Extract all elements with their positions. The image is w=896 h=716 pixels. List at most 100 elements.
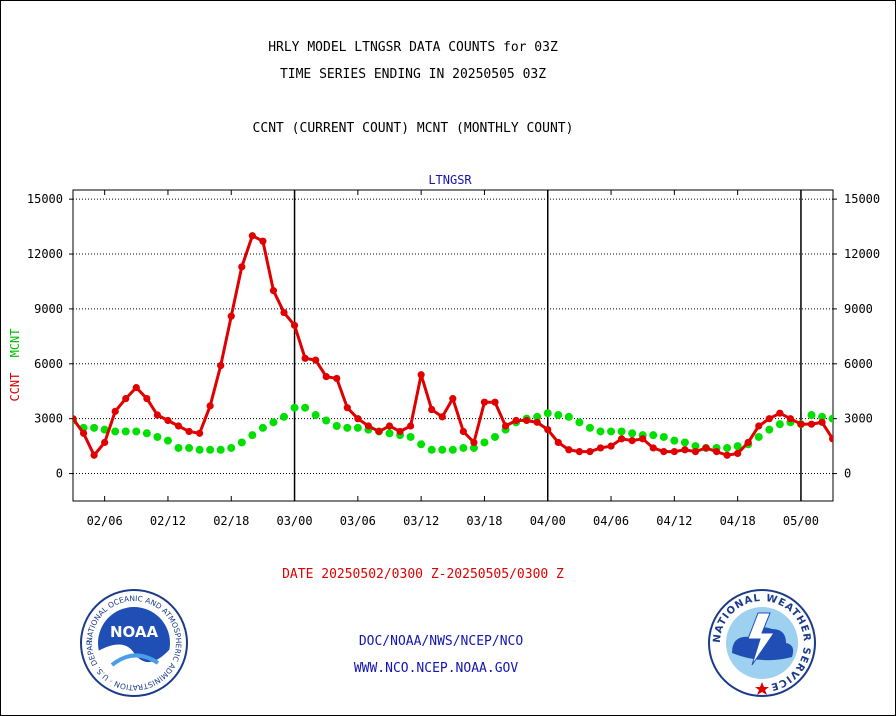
y-tick-label-left: 15000 xyxy=(27,192,63,206)
data-point-mcnt xyxy=(765,425,774,434)
data-point-ccnt xyxy=(765,415,773,423)
data-point-mcnt xyxy=(301,403,310,412)
y-tick-label-left: 6000 xyxy=(34,357,63,371)
x-tick-label: 03/00 xyxy=(276,514,312,528)
data-point-mcnt xyxy=(280,412,288,421)
y-tick-label-right: 6000 xyxy=(844,357,873,371)
data-point-mcnt xyxy=(153,432,162,441)
data-point-mcnt xyxy=(659,432,668,441)
data-point-ccnt xyxy=(491,398,499,406)
data-point-mcnt xyxy=(132,427,141,436)
x-axis-label: DATE 20250502/0300 Z-20250505/0300 Z xyxy=(282,567,564,582)
plot-title: LTNGSR xyxy=(428,173,472,187)
data-point-mcnt xyxy=(543,409,552,418)
x-tick-label: 03/18 xyxy=(466,514,502,528)
data-point-ccnt xyxy=(122,394,130,403)
data-point-mcnt xyxy=(818,412,827,421)
data-point-mcnt xyxy=(385,429,394,438)
data-point-ccnt xyxy=(164,416,172,425)
data-point-mcnt xyxy=(174,443,183,452)
data-point-ccnt xyxy=(523,416,531,425)
data-point-ccnt xyxy=(681,446,689,454)
series-line-ccnt xyxy=(73,233,833,459)
data-point-mcnt xyxy=(596,427,605,436)
data-point-mcnt xyxy=(564,412,573,421)
data-point-ccnt xyxy=(459,427,467,436)
y-tick-label-right: 3000 xyxy=(844,412,873,426)
data-point-ccnt xyxy=(840,444,847,451)
data-point-mcnt xyxy=(322,416,331,425)
x-tick-label: 02/12 xyxy=(150,514,186,528)
plot-area-border xyxy=(72,189,834,502)
data-point-mcnt xyxy=(554,411,563,420)
data-point-mcnt xyxy=(670,436,679,445)
data-point-ccnt xyxy=(596,444,605,452)
data-point-mcnt xyxy=(100,425,109,434)
data-point-ccnt xyxy=(533,418,541,426)
data-point-mcnt xyxy=(90,423,99,432)
data-point-ccnt xyxy=(807,420,816,428)
data-point-ccnt xyxy=(417,371,425,379)
data-point-mcnt xyxy=(227,443,236,452)
data-point-mcnt xyxy=(828,414,833,423)
x-tick-label: 02/06 xyxy=(87,514,123,528)
data-point-ccnt xyxy=(428,405,436,414)
x-tick-label: 04/12 xyxy=(656,514,692,528)
data-point-ccnt xyxy=(280,308,288,317)
data-point-ccnt xyxy=(396,427,404,436)
data-point-mcnt xyxy=(617,427,626,436)
data-point-ccnt xyxy=(702,444,710,452)
data-point-mcnt xyxy=(121,427,130,436)
data-point-ccnt xyxy=(639,435,647,443)
data-point-ccnt xyxy=(797,420,805,428)
data-point-ccnt xyxy=(73,415,77,423)
data-point-ccnt xyxy=(734,449,742,458)
data-point-mcnt xyxy=(585,423,594,432)
x-tick-label: 04/06 xyxy=(593,514,629,528)
data-point-ccnt xyxy=(565,446,573,454)
data-point-ccnt xyxy=(691,448,700,456)
x-tick-label: 04/18 xyxy=(720,514,756,528)
data-point-ccnt xyxy=(312,356,320,364)
data-point-ccnt xyxy=(79,429,88,437)
data-point-mcnt xyxy=(237,438,246,447)
data-point-ccnt xyxy=(649,444,657,452)
data-point-ccnt xyxy=(290,321,299,329)
data-point-ccnt xyxy=(607,442,615,450)
data-point-mcnt xyxy=(111,427,120,436)
data-point-mcnt xyxy=(332,421,341,430)
data-point-mcnt xyxy=(480,438,489,447)
noaa-logo-text: NOAA xyxy=(110,623,159,641)
y-tick-label-right: 15000 xyxy=(844,192,880,206)
data-point-ccnt xyxy=(744,438,752,447)
data-point-ccnt xyxy=(206,402,214,410)
data-point-ccnt xyxy=(480,398,489,406)
data-point-ccnt xyxy=(670,448,678,456)
data-point-mcnt xyxy=(206,445,215,454)
data-point-mcnt xyxy=(195,445,204,454)
footer-link-www[interactable]: WWW.NCO.NCEP.NOAA.GOV xyxy=(354,661,519,676)
data-point-mcnt xyxy=(575,418,584,427)
data-point-ccnt xyxy=(470,438,478,447)
data-point-mcnt xyxy=(733,442,742,451)
data-point-ccnt xyxy=(755,422,763,430)
data-point-ccnt xyxy=(575,448,584,456)
data-point-mcnt xyxy=(649,431,658,440)
noaa-logo[interactable]: NOAA NATIONAL OCEANIC AND ATMOSPHERIC AD… xyxy=(80,589,188,697)
data-point-ccnt xyxy=(101,438,109,447)
chart-title-line2: TIME SERIES ENDING IN 20250505 03Z xyxy=(280,67,546,82)
footer-link-doc[interactable]: DOC/NOAA/NWS/NCEP/NCO xyxy=(359,634,524,649)
data-point-ccnt xyxy=(375,427,383,436)
data-point-mcnt xyxy=(469,443,478,452)
data-point-ccnt xyxy=(333,374,341,383)
data-point-ccnt xyxy=(259,237,267,245)
nws-logo[interactable]: NATIONAL WEATHER SERVICE xyxy=(708,589,816,697)
svg-text:CCNT MCNT: CCNT MCNT xyxy=(8,328,22,401)
y-tick-label-left: 9000 xyxy=(34,302,63,316)
data-point-ccnt xyxy=(618,435,626,443)
data-point-mcnt xyxy=(406,432,415,441)
data-point-mcnt xyxy=(533,412,542,421)
data-point-mcnt xyxy=(290,403,299,412)
x-tick-label: 05/00 xyxy=(783,514,819,528)
